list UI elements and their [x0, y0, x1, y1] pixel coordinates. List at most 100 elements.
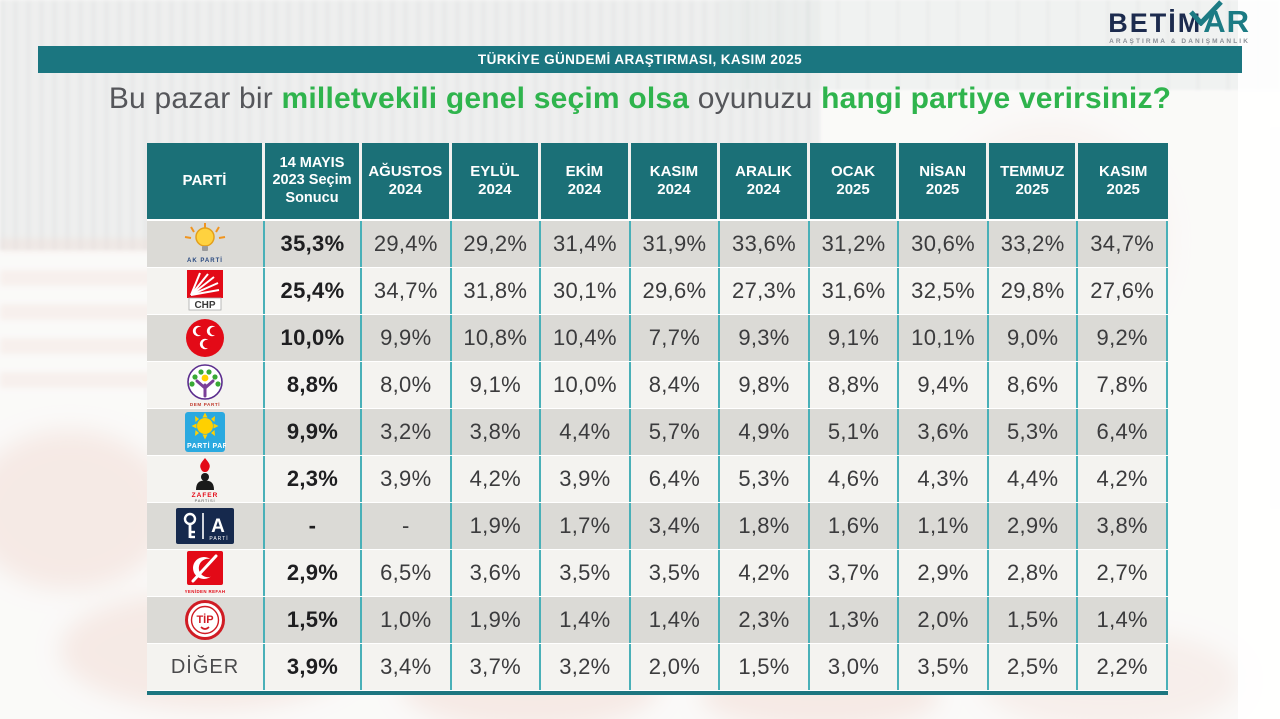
value-cell: 2,9%: [265, 550, 362, 596]
value-cell: 27,3%: [720, 268, 810, 314]
value-cell: 5,1%: [809, 409, 900, 455]
question-highlight2: hangi partiye verirsiniz?: [821, 82, 1172, 115]
value-cell: 3,9%: [362, 456, 452, 502]
value-cell: 27,6%: [1078, 268, 1168, 314]
table-row: DEM PARTİ 8,8% 8,0% 9,1% 10,0% 8,4% 9,8% 8,8% 9,…: [147, 362, 1168, 409]
chp-logo-icon: CHP: [147, 268, 265, 314]
value-cell: 1,0%: [362, 597, 452, 643]
value-cell: 35,3%: [265, 221, 362, 267]
column-header: KASIM 2025: [1078, 143, 1168, 219]
value-cell: 1,8%: [720, 503, 810, 549]
value-cell: 4,2%: [451, 456, 542, 502]
right-white-band: [1238, 0, 1280, 719]
value-cell: 2,0%: [899, 597, 989, 643]
value-cell: 25,4%: [265, 268, 362, 314]
value-cell: 2,5%: [988, 644, 1079, 690]
value-cell: 1,7%: [541, 503, 631, 549]
value-cell: 3,2%: [362, 409, 452, 455]
column-header: KASIM 2024: [630, 143, 721, 219]
question-part2: oyunuzu: [689, 82, 822, 115]
value-cell: 1,5%: [265, 597, 362, 643]
value-cell: 1,9%: [451, 597, 542, 643]
value-cell: 9,4%: [899, 362, 989, 408]
value-cell: 31,2%: [809, 221, 900, 267]
svg-text:PARTİSİ: PARTİSİ: [195, 498, 216, 502]
yenidenrefah-logo-icon: YENİDEN REFAH: [147, 550, 265, 596]
value-cell: 7,7%: [630, 315, 721, 361]
value-cell: 9,1%: [809, 315, 900, 361]
question-part1: Bu pazar bir: [108, 82, 282, 115]
column-header: TEMMUZ 2025: [988, 143, 1079, 219]
value-cell: 2,9%: [899, 550, 989, 596]
value-cell: 34,7%: [1078, 221, 1168, 267]
value-cell: 29,8%: [988, 268, 1079, 314]
value-cell: 3,4%: [630, 503, 721, 549]
value-cell: -: [265, 503, 362, 549]
value-cell: 29,6%: [630, 268, 721, 314]
svg-text:YENİDEN REFAH: YENİDEN REFAH: [185, 589, 225, 594]
column-header: EYLÜL 2024: [451, 143, 542, 219]
value-cell: 32,5%: [899, 268, 989, 314]
table-body: AK PARTİ 35,3% 29,4% 29,2% 31,4% 31,9% 33,6% 31…: [147, 221, 1168, 695]
table-row: 10,0% 9,9% 10,8% 10,4% 7,7% 9,3% 9,1% 10,1% 9,0%…: [147, 315, 1168, 362]
value-cell: 8,8%: [265, 362, 362, 408]
table-row: TİP 1,5% 1,0% 1,9% 1,4% 1,4% 2,3% 1,3% 2,0% 1,5%…: [147, 597, 1168, 644]
value-cell: 34,7%: [362, 268, 452, 314]
value-cell: 1,6%: [809, 503, 900, 549]
survey-banner: TÜRKİYE GÜNDEMİ ARAŞTIRMASI, KASIM 2025: [38, 46, 1242, 73]
value-cell: 9,0%: [988, 315, 1079, 361]
survey-banner-text: TÜRKİYE GÜNDEMİ ARAŞTIRMASI, KASIM 2025: [477, 52, 803, 67]
value-cell: -: [362, 503, 452, 549]
value-cell: 33,2%: [988, 221, 1079, 267]
akparti-logo-icon: AK PARTİ: [147, 221, 265, 267]
value-cell: 31,4%: [541, 221, 631, 267]
value-cell: 9,9%: [265, 409, 362, 455]
svg-text:TİP: TİP: [196, 613, 213, 626]
value-cell: 3,2%: [541, 644, 631, 690]
value-cell: 5,7%: [630, 409, 721, 455]
value-cell: 7,8%: [1078, 362, 1168, 408]
value-cell: 4,9%: [720, 409, 810, 455]
value-cell: 33,6%: [720, 221, 810, 267]
value-cell: 3,8%: [451, 409, 542, 455]
value-cell: 9,9%: [362, 315, 452, 361]
table-row: İYİ PARTİ PARTİ9,9%3,2%3,8%4,4%5,7%4,9%5…: [147, 409, 1168, 456]
value-cell: 3,6%: [899, 409, 989, 455]
value-cell: 3,0%: [809, 644, 900, 690]
value-cell: 1,1%: [899, 503, 989, 549]
value-cell: 8,0%: [362, 362, 452, 408]
table-row: A PARTİ - -1,9% 1,7% 3,4% 1,8% 1,6% 1,1% 2,9% 3,8…: [147, 503, 1168, 550]
value-cell: 10,8%: [451, 315, 542, 361]
table-header-row: PARTİ 14 MAYIS 2023 Seçim Sonucu AĞUSTOS 2024…: [147, 143, 1168, 221]
value-cell: 5,3%: [988, 409, 1079, 455]
value-cell: 3,7%: [451, 644, 542, 690]
zaferpartisi-logo-icon: ZAFER PARTİSİ: [147, 456, 265, 502]
value-cell: 1,4%: [1078, 597, 1168, 643]
value-cell: 4,2%: [1078, 456, 1168, 502]
value-cell: 2,9%: [988, 503, 1079, 549]
value-cell: 10,0%: [541, 362, 631, 408]
column-header: ARALIK 2024: [720, 143, 810, 219]
value-cell: 2,0%: [630, 644, 721, 690]
value-cell: 3,9%: [541, 456, 631, 502]
table-row: AK PARTİ 35,3% 29,4% 29,2% 31,4% 31,9% 33,6% 31…: [147, 221, 1168, 268]
tip-logo-icon: TİP: [147, 597, 265, 643]
value-cell: 3,5%: [630, 550, 721, 596]
value-cell: 9,3%: [720, 315, 810, 361]
value-cell: 4,3%: [899, 456, 989, 502]
brand-tagline: ARAŞTIRMA & DANIŞMANLIK: [1109, 38, 1250, 45]
value-cell: 10,0%: [265, 315, 362, 361]
brand-name-accent: AR: [1189, 0, 1250, 37]
value-cell: 31,6%: [809, 268, 900, 314]
svg-text:PARTİ: PARTİ: [209, 535, 228, 542]
value-cell: 1,5%: [988, 597, 1079, 643]
table-row: CHP 25,4% 34,7% 31,8% 30,1% 29,6% 27,3% 31,6% 32…: [147, 268, 1168, 315]
svg-text:CHP: CHP: [194, 300, 215, 311]
column-header: AĞUSTOS 2024: [362, 143, 452, 219]
value-cell: 29,4%: [362, 221, 452, 267]
table-row: DİĞER 3,9% 3,4% 3,7% 3,2% 2,0% 1,5% 3,0% 3,5% 2,5…: [147, 644, 1168, 691]
brand-name-primary: BETİM: [1108, 8, 1203, 38]
value-cell: 4,2%: [720, 550, 810, 596]
value-cell: 2,7%: [1078, 550, 1168, 596]
